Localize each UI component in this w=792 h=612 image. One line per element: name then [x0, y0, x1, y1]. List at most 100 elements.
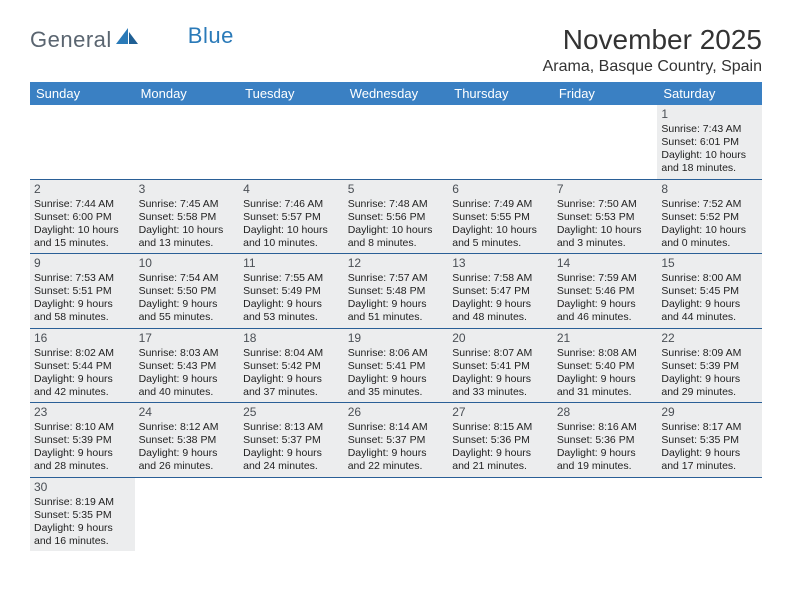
- day-number: 4: [243, 182, 340, 197]
- calendar-week-row: 30Sunrise: 8:19 AMSunset: 5:35 PMDayligh…: [30, 477, 762, 551]
- day-info: Sunrise: 8:13 AMSunset: 5:37 PMDaylight:…: [243, 421, 340, 474]
- calendar-cell-blank: [553, 105, 658, 179]
- day-info: Sunrise: 7:59 AMSunset: 5:46 PMDaylight:…: [557, 272, 654, 325]
- day-info: Sunrise: 8:17 AMSunset: 5:35 PMDaylight:…: [661, 421, 758, 474]
- day-info: Sunrise: 8:10 AMSunset: 5:39 PMDaylight:…: [34, 421, 131, 474]
- day-info: Sunrise: 8:09 AMSunset: 5:39 PMDaylight:…: [661, 347, 758, 400]
- calendar-cell: 18Sunrise: 8:04 AMSunset: 5:42 PMDayligh…: [239, 328, 344, 403]
- weekday-header-row: SundayMondayTuesdayWednesdayThursdayFrid…: [30, 82, 762, 105]
- weekday-header: Friday: [553, 82, 658, 105]
- day-number: 27: [452, 405, 549, 420]
- day-number: 19: [348, 331, 445, 346]
- day-number: 29: [661, 405, 758, 420]
- calendar-cell: 6Sunrise: 7:49 AMSunset: 5:55 PMDaylight…: [448, 179, 553, 254]
- day-info: Sunrise: 8:08 AMSunset: 5:40 PMDaylight:…: [557, 347, 654, 400]
- day-number: 14: [557, 256, 654, 271]
- day-info: Sunrise: 8:00 AMSunset: 5:45 PMDaylight:…: [661, 272, 758, 325]
- day-number: 16: [34, 331, 131, 346]
- calendar-cell: 21Sunrise: 8:08 AMSunset: 5:40 PMDayligh…: [553, 328, 658, 403]
- title-block: November 2025 Arama, Basque Country, Spa…: [543, 24, 762, 76]
- day-number: 7: [557, 182, 654, 197]
- calendar-cell-blank: [344, 105, 449, 179]
- day-info: Sunrise: 8:16 AMSunset: 5:36 PMDaylight:…: [557, 421, 654, 474]
- calendar-cell: 14Sunrise: 7:59 AMSunset: 5:46 PMDayligh…: [553, 254, 658, 329]
- calendar-cell: 25Sunrise: 8:13 AMSunset: 5:37 PMDayligh…: [239, 403, 344, 478]
- calendar-cell: 16Sunrise: 8:02 AMSunset: 5:44 PMDayligh…: [30, 328, 135, 403]
- day-info: Sunrise: 8:03 AMSunset: 5:43 PMDaylight:…: [139, 347, 236, 400]
- day-number: 17: [139, 331, 236, 346]
- day-info: Sunrise: 7:50 AMSunset: 5:53 PMDaylight:…: [557, 198, 654, 251]
- calendar-cell: 19Sunrise: 8:06 AMSunset: 5:41 PMDayligh…: [344, 328, 449, 403]
- calendar-cell: 28Sunrise: 8:16 AMSunset: 5:36 PMDayligh…: [553, 403, 658, 478]
- day-info: Sunrise: 7:44 AMSunset: 6:00 PMDaylight:…: [34, 198, 131, 251]
- calendar-cell: 9Sunrise: 7:53 AMSunset: 5:51 PMDaylight…: [30, 254, 135, 329]
- day-number: 25: [243, 405, 340, 420]
- day-number: 23: [34, 405, 131, 420]
- calendar-cell-blank: [344, 477, 449, 551]
- calendar-cell: 27Sunrise: 8:15 AMSunset: 5:36 PMDayligh…: [448, 403, 553, 478]
- day-info: Sunrise: 7:57 AMSunset: 5:48 PMDaylight:…: [348, 272, 445, 325]
- day-info: Sunrise: 7:54 AMSunset: 5:50 PMDaylight:…: [139, 272, 236, 325]
- day-number: 21: [557, 331, 654, 346]
- calendar-cell: 12Sunrise: 7:57 AMSunset: 5:48 PMDayligh…: [344, 254, 449, 329]
- day-number: 28: [557, 405, 654, 420]
- calendar-cell-blank: [553, 477, 658, 551]
- calendar-week-row: 2Sunrise: 7:44 AMSunset: 6:00 PMDaylight…: [30, 179, 762, 254]
- calendar-week-row: 9Sunrise: 7:53 AMSunset: 5:51 PMDaylight…: [30, 254, 762, 329]
- logo-sail-icon: [114, 26, 140, 53]
- day-number: 12: [348, 256, 445, 271]
- day-info: Sunrise: 8:15 AMSunset: 5:36 PMDaylight:…: [452, 421, 549, 474]
- calendar-cell: 10Sunrise: 7:54 AMSunset: 5:50 PMDayligh…: [135, 254, 240, 329]
- day-info: Sunrise: 8:19 AMSunset: 5:35 PMDaylight:…: [34, 496, 131, 549]
- calendar-week-row: 23Sunrise: 8:10 AMSunset: 5:39 PMDayligh…: [30, 403, 762, 478]
- calendar-cell-blank: [448, 477, 553, 551]
- calendar-cell-blank: [239, 105, 344, 179]
- weekday-header: Wednesday: [344, 82, 449, 105]
- calendar-cell-blank: [239, 477, 344, 551]
- day-info: Sunrise: 7:53 AMSunset: 5:51 PMDaylight:…: [34, 272, 131, 325]
- day-info: Sunrise: 7:48 AMSunset: 5:56 PMDaylight:…: [348, 198, 445, 251]
- calendar-cell: 3Sunrise: 7:45 AMSunset: 5:58 PMDaylight…: [135, 179, 240, 254]
- day-info: Sunrise: 8:12 AMSunset: 5:38 PMDaylight:…: [139, 421, 236, 474]
- calendar-cell: 20Sunrise: 8:07 AMSunset: 5:41 PMDayligh…: [448, 328, 553, 403]
- day-info: Sunrise: 8:14 AMSunset: 5:37 PMDaylight:…: [348, 421, 445, 474]
- weekday-header: Saturday: [657, 82, 762, 105]
- calendar-cell: 2Sunrise: 7:44 AMSunset: 6:00 PMDaylight…: [30, 179, 135, 254]
- calendar-week-row: 1Sunrise: 7:43 AMSunset: 6:01 PMDaylight…: [30, 105, 762, 179]
- day-info: Sunrise: 8:02 AMSunset: 5:44 PMDaylight:…: [34, 347, 131, 400]
- weekday-header: Thursday: [448, 82, 553, 105]
- weekday-header: Sunday: [30, 82, 135, 105]
- calendar-cell-blank: [657, 477, 762, 551]
- weekday-header: Monday: [135, 82, 240, 105]
- calendar-cell-blank: [448, 105, 553, 179]
- day-info: Sunrise: 7:58 AMSunset: 5:47 PMDaylight:…: [452, 272, 549, 325]
- calendar-cell: 30Sunrise: 8:19 AMSunset: 5:35 PMDayligh…: [30, 477, 135, 551]
- day-number: 2: [34, 182, 131, 197]
- day-number: 6: [452, 182, 549, 197]
- header: General Blue November 2025 Arama, Basque…: [30, 24, 762, 76]
- day-number: 20: [452, 331, 549, 346]
- calendar-cell: 22Sunrise: 8:09 AMSunset: 5:39 PMDayligh…: [657, 328, 762, 403]
- calendar-cell-blank: [135, 477, 240, 551]
- day-info: Sunrise: 7:52 AMSunset: 5:52 PMDaylight:…: [661, 198, 758, 251]
- calendar-cell: 11Sunrise: 7:55 AMSunset: 5:49 PMDayligh…: [239, 254, 344, 329]
- day-info: Sunrise: 7:45 AMSunset: 5:58 PMDaylight:…: [139, 198, 236, 251]
- day-number: 9: [34, 256, 131, 271]
- calendar-cell: 15Sunrise: 8:00 AMSunset: 5:45 PMDayligh…: [657, 254, 762, 329]
- logo: General Blue: [30, 26, 234, 53]
- day-info: Sunrise: 7:43 AMSunset: 6:01 PMDaylight:…: [661, 123, 758, 176]
- calendar-cell-blank: [30, 105, 135, 179]
- calendar-cell: 17Sunrise: 8:03 AMSunset: 5:43 PMDayligh…: [135, 328, 240, 403]
- day-number: 3: [139, 182, 236, 197]
- day-number: 10: [139, 256, 236, 271]
- day-number: 18: [243, 331, 340, 346]
- day-info: Sunrise: 8:04 AMSunset: 5:42 PMDaylight:…: [243, 347, 340, 400]
- calendar-week-row: 16Sunrise: 8:02 AMSunset: 5:44 PMDayligh…: [30, 328, 762, 403]
- day-number: 13: [452, 256, 549, 271]
- day-number: 5: [348, 182, 445, 197]
- day-info: Sunrise: 7:49 AMSunset: 5:55 PMDaylight:…: [452, 198, 549, 251]
- calendar-cell: 8Sunrise: 7:52 AMSunset: 5:52 PMDaylight…: [657, 179, 762, 254]
- day-number: 8: [661, 182, 758, 197]
- day-info: Sunrise: 7:55 AMSunset: 5:49 PMDaylight:…: [243, 272, 340, 325]
- logo-text-general: General: [30, 27, 112, 53]
